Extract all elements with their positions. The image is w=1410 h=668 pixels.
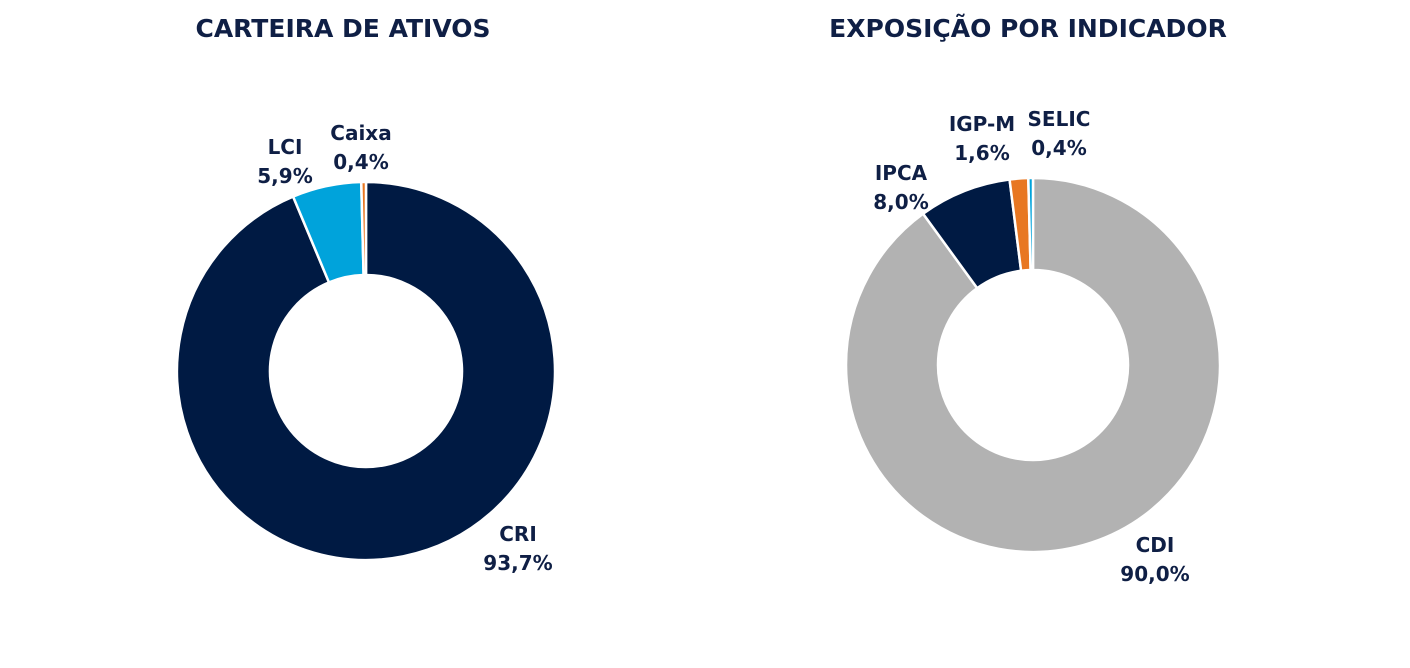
slice-value-cdi: 90,0% — [1120, 562, 1189, 586]
slice-label-lci: LCI — [268, 135, 303, 159]
slice-value-lci: 5,9% — [257, 164, 312, 188]
slice-value-ipca: 8,0% — [873, 190, 928, 214]
chart-1-title: CARTEIRA DE ATIVOS — [195, 14, 490, 43]
slice-label-cdi: CDI — [1136, 533, 1175, 557]
slice-label-caixa: Caixa — [330, 121, 391, 145]
chart-2-title: EXPOSIÇÃO POR INDICADOR — [829, 14, 1227, 43]
slice-selic — [1027, 176, 1035, 272]
slice-value-caixa: 0,4% — [333, 150, 388, 174]
slice-cri — [175, 180, 557, 562]
slice-label-igp-m: IGP-M — [949, 112, 1015, 136]
slice-caixa — [360, 180, 368, 277]
donut-chart-exposicao: CDI 90,0% IPCA 8,0% IGP-M 1,6% SELIC 0,4% — [844, 107, 1222, 586]
slice-label-ipca: IPCA — [875, 161, 928, 185]
donut-chart-carteira: CRI 93,7% LCI 5,9% Caixa 0,4% — [175, 121, 557, 575]
slice-value-igp-m: 1,6% — [954, 141, 1009, 165]
slice-cdi — [844, 176, 1222, 554]
slice-label-selic: SELIC — [1028, 107, 1091, 131]
slice-value-selic: 0,4% — [1031, 136, 1086, 160]
slice-value-cri: 93,7% — [483, 551, 552, 575]
slice-label-cri: CRI — [499, 522, 537, 546]
